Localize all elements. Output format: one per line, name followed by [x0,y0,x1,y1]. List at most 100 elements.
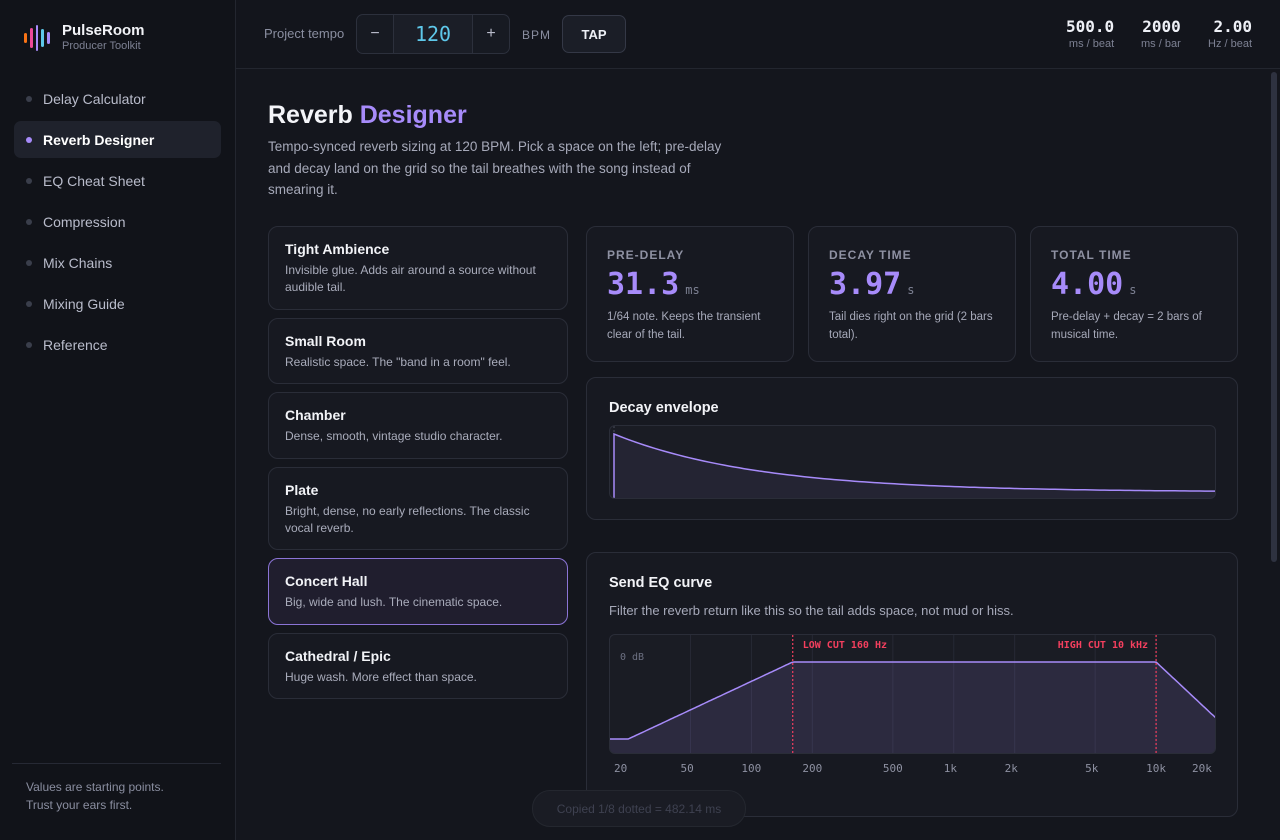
metric-unit: ms [685,283,700,297]
sidebar-item-mixing-guide[interactable]: Mixing Guide [14,285,221,322]
metric-label: PRE-DELAY [607,248,685,262]
tap-tempo-button[interactable]: TAP [562,15,626,53]
stat-unit: ms / beat [1068,38,1115,50]
tempo-input[interactable]: 120 [393,15,473,53]
metric-unit: s [1129,283,1137,297]
metric-number: 31.3 [607,267,680,302]
tempo-stepper: − 120 + [356,14,510,54]
eq-plot: 0 dB LOW CUT 160 Hz HIGH CUT 10 kHz [609,634,1216,754]
increment-button[interactable]: + [486,25,496,42]
preset-desc: Dense, smooth, vintage studio character. [285,429,503,443]
preset-desc: Bright, dense, no early reflections. The… [285,504,530,535]
sidebar-item-delay-calculator[interactable]: Delay Calculator [14,80,221,117]
logo-bar [41,28,45,47]
brand[interactable]: PulseRoom Producer Toolkit [24,22,145,53]
sidebar-item-reverb-designer[interactable]: Reverb Designer [14,121,221,158]
sidebar-item-label: Reference [43,336,108,353]
metric-card-total-time: TOTAL TIME 4.00 s Pre-delay + decay = 2 b… [1030,226,1238,362]
copy-toast: Copied 1/8 dotted = 482.14 ms [532,790,746,827]
sidebar-item-label: Mix Chains [43,254,113,271]
sidebar-item-label: EQ Cheat Sheet [43,172,145,189]
eq-tick-label: 1k [943,762,957,775]
metric-value: 3.97 s [829,267,914,302]
metric-card-decay-time: DECAY TIME 3.97 s Tail dies right on the … [808,226,1016,362]
preset-name: Cathedral / Epic [285,648,391,664]
nav-dot-icon [26,341,32,348]
title-accent: Designer [359,101,467,129]
eq-tick-label: 200 [802,762,823,775]
preset-small-room[interactable]: Small Room Realistic space. The "band in… [268,318,568,384]
sidebar-item-eq-cheat-sheet[interactable]: EQ Cheat Sheet [14,162,221,199]
pulse-logo-icon [24,24,50,51]
sidebar-item-mix-chains[interactable]: Mix Chains [14,244,221,281]
stat-value: 500.0 [1066,17,1115,36]
preset-desc: Big, wide and lush. The cinematic space. [285,595,503,609]
sidebar-nav: Delay Calculator Reverb Designer EQ Cheat … [14,80,221,367]
decay-area [614,434,1215,498]
nav-dot-icon [26,259,32,266]
metric-label: DECAY TIME [829,248,912,262]
card-title: Decay envelope [609,400,719,416]
metric-number: 3.97 [829,267,902,302]
bpm-unit-label: BPM [522,28,552,42]
nav-dot-icon [26,177,32,184]
sidebar: PulseRoom Producer Toolkit Delay Calcula… [0,0,236,840]
decay-plot [609,425,1216,499]
sidebar-item-label: Mixing Guide [43,295,125,312]
metric-number: 4.00 [1051,267,1124,302]
brand-subtitle: Producer Toolkit [62,40,141,52]
preset-name: Tight Ambience [285,241,390,257]
sidebar-footer: Values are starting points. Trust your e… [12,763,221,814]
stat-unit: Hz / beat [1208,38,1253,50]
preset-name: Chamber [285,407,346,423]
preset-cathedral-epic[interactable]: Cathedral / Epic Huge wash. More effect … [268,633,568,699]
metric-value: 4.00 s [1051,267,1136,302]
preset-name: Plate [285,482,319,498]
eq-tick-label: 5k [1085,762,1099,775]
decay-curve [613,432,1215,498]
metric-note: Pre-delay + decay = 2 bars of musical ti… [1051,311,1202,341]
decrement-button[interactable]: − [370,25,380,42]
top-bar: Project tempo − 120 + BPM TAP 500.0 ms /… [236,0,1280,69]
brand-name: PulseRoom [62,22,145,39]
preset-desc: Huge wash. More effect than space. [285,670,477,684]
eq-tick-label: 2k [1004,762,1018,775]
stat-ms-beat: 500.0 ms / beat [1066,17,1114,50]
logo-bar [29,27,33,48]
metric-note: 1/64 note. Keeps the transient clear of … [607,311,761,341]
eq-tick-label: 50 [680,762,694,775]
high-cut-label: HIGH CUT 10 kHz [1058,640,1148,651]
stat-hz-beat: 2.00 Hz / beat [1208,17,1252,50]
footer-line: Trust your ears first. [26,798,133,812]
main-scrollbar[interactable] [1271,72,1277,562]
nav-dot-icon [26,95,32,102]
stat-ms-bar: 2000 ms / bar [1141,17,1181,50]
eq-tick-label: 20k [1192,762,1212,775]
footer-line: Values are starting points. [26,780,164,794]
sidebar-item-compression[interactable]: Compression [14,203,221,240]
tempo-label: Project tempo [264,26,345,41]
eq-tick-label: 10k [1146,762,1166,775]
sidebar-item-label: Delay Calculator [43,90,146,107]
preset-name: Concert Hall [285,573,368,589]
preset-name: Small Room [285,333,366,349]
sidebar-item-reference[interactable]: Reference [14,326,221,363]
preset-concert-hall[interactable]: Concert Hall Big, wide and lush. The cin… [268,558,568,625]
preset-tight-ambience[interactable]: Tight Ambience Invisible glue. Adds air … [268,226,568,310]
logo-bar [35,24,39,51]
title-main: Reverb [268,101,360,129]
logo-bar [47,31,50,44]
stat-value: 2000 [1142,17,1181,36]
nav-dot-icon [26,136,32,143]
nav-dot-icon [26,218,32,225]
preset-chamber[interactable]: Chamber Dense, smooth, vintage studio ch… [268,392,568,459]
page-intro: Tempo-synced reverb sizing at 120 BPM. P… [268,139,722,197]
preset-desc: Invisible glue. Adds air around a source… [285,263,536,294]
metric-label: TOTAL TIME [1051,248,1132,262]
page-title: Reverb Designer [268,101,467,130]
metric-value: 31.3 ms [607,267,700,302]
eq-tick-label: 100 [741,762,762,775]
send-eq-card: Send EQ curve Filter the reverb return l… [586,552,1238,817]
low-cut-label: LOW CUT 160 Hz [803,640,887,651]
preset-plate[interactable]: Plate Bright, dense, no early reflection… [268,467,568,550]
